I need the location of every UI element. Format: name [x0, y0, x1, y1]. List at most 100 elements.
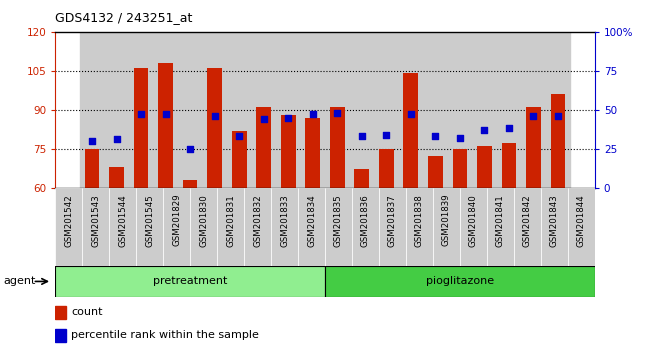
Bar	[134, 68, 148, 188]
Text: GSM201844: GSM201844	[577, 194, 586, 247]
Bar	[502, 143, 516, 188]
Bar	[541, 188, 568, 266]
Bar	[477, 146, 492, 188]
Bar	[252, 32, 276, 188]
Bar	[300, 32, 325, 188]
Bar	[232, 131, 246, 188]
Text: GSM201841: GSM201841	[496, 194, 505, 247]
Bar	[276, 32, 300, 188]
Bar	[244, 188, 271, 266]
Text: GSM201831: GSM201831	[226, 194, 235, 247]
Bar	[514, 188, 541, 266]
Bar	[136, 188, 163, 266]
Bar	[306, 118, 320, 188]
Bar	[129, 32, 153, 188]
Bar	[178, 32, 202, 188]
Bar	[452, 149, 467, 188]
Bar	[350, 32, 374, 188]
Bar	[281, 115, 296, 188]
Bar	[298, 188, 325, 266]
Point	[357, 133, 367, 139]
Point	[406, 112, 416, 117]
Text: GSM201829: GSM201829	[172, 194, 181, 246]
Bar	[379, 149, 394, 188]
Bar	[497, 32, 521, 188]
Text: GSM201830: GSM201830	[199, 194, 208, 247]
Point	[381, 132, 391, 137]
Text: GSM201837: GSM201837	[388, 194, 397, 247]
Bar	[325, 32, 350, 188]
Point	[430, 133, 441, 139]
Text: pretreatment: pretreatment	[153, 276, 228, 286]
Bar	[227, 32, 252, 188]
Point	[552, 113, 563, 119]
Bar	[423, 32, 448, 188]
Point	[234, 133, 244, 139]
Bar	[256, 107, 271, 188]
Text: GSM201838: GSM201838	[415, 194, 424, 247]
Point	[307, 112, 318, 117]
Bar	[406, 188, 433, 266]
Bar	[551, 94, 566, 188]
Bar	[568, 188, 595, 266]
Bar	[428, 156, 443, 188]
Point	[479, 127, 489, 133]
Bar	[330, 107, 344, 188]
Bar	[163, 188, 190, 266]
Text: percentile rank within the sample: percentile rank within the sample	[72, 330, 259, 341]
Bar	[325, 266, 595, 297]
Bar	[271, 188, 298, 266]
Point	[111, 137, 122, 142]
Text: GSM201835: GSM201835	[334, 194, 343, 247]
Bar	[526, 107, 541, 188]
Bar	[379, 188, 406, 266]
Point	[209, 113, 220, 119]
Text: GSM201842: GSM201842	[523, 194, 532, 247]
Bar	[55, 188, 83, 266]
Point	[161, 112, 171, 117]
Bar	[325, 188, 352, 266]
Bar	[404, 73, 418, 188]
Bar	[202, 32, 227, 188]
Point	[528, 113, 539, 119]
Bar	[84, 149, 99, 188]
Text: GSM201544: GSM201544	[118, 194, 127, 247]
Bar	[109, 188, 136, 266]
Point	[455, 135, 465, 141]
Bar	[190, 188, 217, 266]
Bar	[374, 32, 398, 188]
Bar	[546, 32, 570, 188]
Text: GSM201545: GSM201545	[145, 194, 154, 247]
Text: GSM201833: GSM201833	[280, 194, 289, 247]
Bar	[80, 32, 104, 188]
Bar	[398, 32, 423, 188]
Bar	[352, 188, 379, 266]
Bar	[487, 188, 514, 266]
Bar	[82, 188, 109, 266]
Bar	[217, 188, 244, 266]
Bar	[104, 32, 129, 188]
Point	[185, 146, 195, 152]
Point	[136, 112, 146, 117]
Bar	[207, 68, 222, 188]
Bar	[55, 306, 66, 319]
Point	[259, 116, 269, 122]
Point	[283, 115, 293, 120]
Text: GSM201542: GSM201542	[64, 194, 73, 247]
Text: GSM201834: GSM201834	[307, 194, 316, 247]
Bar	[354, 170, 369, 188]
Text: GSM201840: GSM201840	[469, 194, 478, 247]
Bar	[433, 188, 460, 266]
Bar	[109, 167, 124, 188]
Text: GSM201843: GSM201843	[550, 194, 559, 247]
Text: count: count	[72, 307, 103, 318]
Bar	[183, 180, 198, 188]
Text: GDS4132 / 243251_at: GDS4132 / 243251_at	[55, 11, 192, 24]
Bar	[472, 32, 497, 188]
Bar	[158, 63, 173, 188]
Bar	[460, 188, 487, 266]
Bar	[521, 32, 546, 188]
Text: pioglitazone: pioglitazone	[426, 276, 494, 286]
Bar	[153, 32, 178, 188]
Bar	[448, 32, 472, 188]
